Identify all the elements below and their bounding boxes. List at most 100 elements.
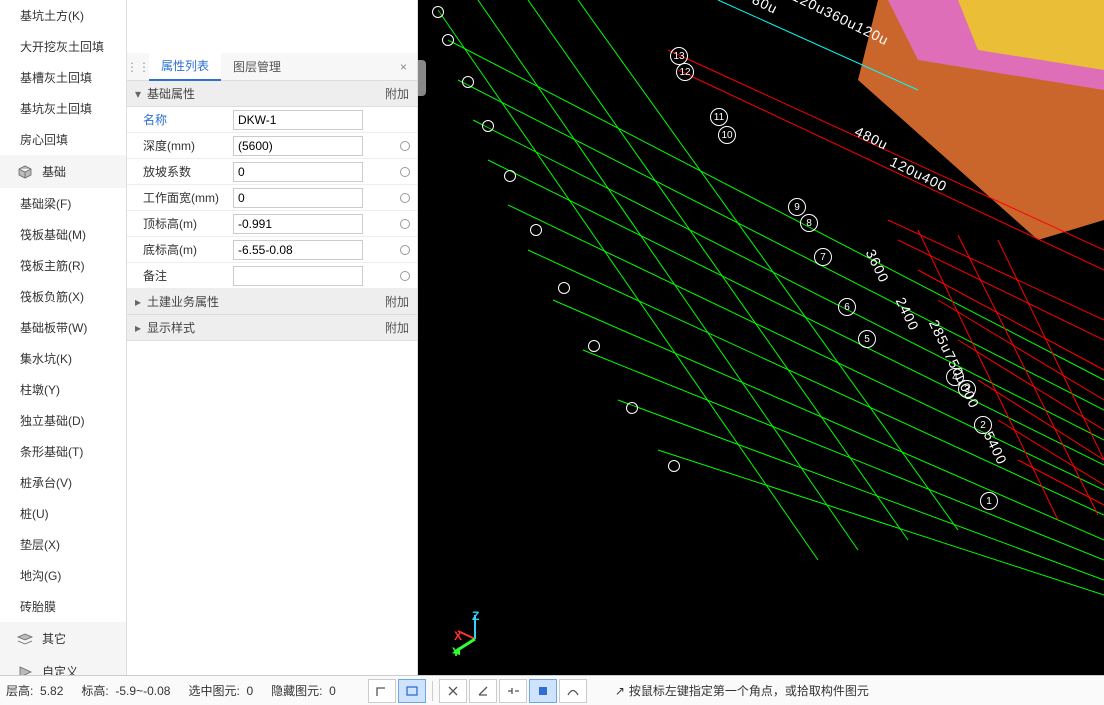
- sidebar-item[interactable]: 基坑土方(K): [0, 0, 126, 31]
- sidebar-item[interactable]: 条形基础(T): [0, 436, 126, 467]
- grid-bubble-small: [462, 76, 474, 88]
- sidebar-item[interactable]: 基础板带(W): [0, 312, 126, 343]
- sidebar-item[interactable]: 集水坑(K): [0, 343, 126, 374]
- expand-icon[interactable]: ↗: [615, 684, 625, 698]
- section-extra[interactable]: 附加: [385, 85, 409, 102]
- radio-icon[interactable]: [400, 193, 410, 203]
- section-title: 显示样式: [147, 319, 195, 336]
- grid-bubble: 7: [814, 248, 832, 266]
- radio-icon[interactable]: [400, 167, 410, 177]
- section-title: 土建业务属性: [147, 293, 219, 310]
- prop-row-botel: 底标高(m): [127, 237, 417, 263]
- grip-icon[interactable]: ⋮⋮: [127, 60, 149, 74]
- close-icon[interactable]: ×: [390, 60, 417, 74]
- prop-label: 深度(mm): [127, 137, 227, 154]
- axis-y-label: Y: [452, 645, 460, 659]
- tool-rect-icon[interactable]: [398, 679, 426, 703]
- status-label: 层高:: [6, 684, 33, 698]
- section-biz-attrs[interactable]: ▸ 土建业务属性 附加: [127, 289, 417, 315]
- prop-input-workwidth[interactable]: [233, 188, 363, 208]
- status-value: 0: [329, 684, 336, 698]
- grid-bubble: 12: [676, 63, 694, 81]
- sidebar-category-foundation[interactable]: 基础: [0, 155, 126, 188]
- grid-bubble-small: [504, 170, 516, 182]
- tool-x-icon[interactable]: [439, 679, 467, 703]
- sidebar-item[interactable]: 基槽灰土回填: [0, 62, 126, 93]
- grid-bubble: 1: [980, 492, 998, 510]
- status-label: 标高:: [81, 684, 108, 698]
- viewport-3d[interactable]: 13 12 11 10 9 8 7 6 5 4 3 2 1 80u: [418, 0, 1104, 675]
- chevron-down-icon: ▾: [135, 87, 147, 101]
- radio-icon[interactable]: [400, 141, 410, 151]
- command-prompt: ↗ 按鼠标左键指定第一个角点，或拾取构件图元: [615, 682, 869, 699]
- grid-bubble: 10: [718, 126, 736, 144]
- viewport-canvas: [418, 0, 1104, 675]
- sidebar-category-label: 基础: [42, 163, 66, 180]
- grid-bubble: 11: [710, 108, 728, 126]
- grid-bubble-small: [588, 340, 600, 352]
- prop-input-slope[interactable]: [233, 162, 363, 182]
- sidebar-item[interactable]: 桩承台(V): [0, 467, 126, 498]
- sidebar-item[interactable]: 大开挖灰土回填: [0, 31, 126, 62]
- sidebar-item[interactable]: 桩(U): [0, 498, 126, 529]
- sidebar-item[interactable]: 基坑灰土回填: [0, 93, 126, 124]
- prop-label: 顶标高(m): [127, 215, 227, 232]
- chevron-right-icon: ▸: [135, 295, 147, 309]
- radio-icon[interactable]: [400, 245, 410, 255]
- panel-tabs: ⋮⋮ 属性列表 图层管理 ×: [127, 53, 417, 81]
- sidebar-item[interactable]: 筏板基础(M): [0, 219, 126, 250]
- prop-label: 备注: [127, 267, 227, 284]
- prop-input-depth[interactable]: [233, 136, 363, 156]
- section-display[interactable]: ▸ 显示样式 附加: [127, 315, 417, 341]
- radio-icon[interactable]: [400, 219, 410, 229]
- prop-label: 底标高(m): [127, 241, 227, 258]
- sidebar-category-custom[interactable]: 自定义: [0, 655, 126, 675]
- grid-bubble: 9: [788, 198, 806, 216]
- tool-angle-icon[interactable]: [469, 679, 497, 703]
- sidebar-item[interactable]: 垫层(X): [0, 529, 126, 560]
- section-title: 基础属性: [147, 85, 195, 102]
- status-label: 选中图元:: [188, 684, 239, 698]
- prop-row-name: 名称: [127, 107, 417, 133]
- sidebar-item[interactable]: 房心回填: [0, 124, 126, 155]
- grid-bubble: 3: [958, 380, 976, 398]
- sidebar-item[interactable]: 筏板主筋(R): [0, 250, 126, 281]
- axis-gizmo[interactable]: Z X Y: [450, 609, 500, 659]
- tab-layers[interactable]: 图层管理: [221, 53, 293, 81]
- prop-label: 放坡系数: [127, 163, 227, 180]
- axis-z-label: Z: [472, 609, 479, 623]
- prop-input-botel[interactable]: [233, 240, 363, 260]
- sidebar-category-other[interactable]: 其它: [0, 622, 126, 655]
- prop-row-topel: 顶标高(m): [127, 211, 417, 237]
- sidebar-item[interactable]: 柱墩(Y): [0, 374, 126, 405]
- sidebar-category-label: 其它: [42, 630, 66, 647]
- section-extra[interactable]: 附加: [385, 319, 409, 336]
- prop-input-name[interactable]: [233, 110, 363, 130]
- sidebar-category-label: 自定义: [42, 663, 78, 675]
- chevron-right-icon: ▸: [135, 321, 147, 335]
- section-extra[interactable]: 附加: [385, 293, 409, 310]
- tool-curve-icon[interactable]: [559, 679, 587, 703]
- radio-icon[interactable]: [400, 271, 410, 281]
- sidebar-item[interactable]: 筏板负筋(X): [0, 281, 126, 312]
- status-value: 0: [246, 684, 253, 698]
- prop-input-note[interactable]: [233, 266, 363, 286]
- grid-bubble-small: [530, 224, 542, 236]
- tool-snap-icon[interactable]: [499, 679, 527, 703]
- sidebar-item[interactable]: 地沟(G): [0, 560, 126, 591]
- grid-bubble-small: [626, 402, 638, 414]
- tool-corner-icon[interactable]: [368, 679, 396, 703]
- sidebar-item[interactable]: 基础梁(F): [0, 188, 126, 219]
- sidebar-item[interactable]: 独立基础(D): [0, 405, 126, 436]
- prop-row-workwidth: 工作面宽(mm): [127, 185, 417, 211]
- status-value: -5.9~-0.08: [115, 684, 170, 698]
- sidebar-item[interactable]: 砖胎膜: [0, 591, 126, 622]
- axis-x-label: X: [454, 629, 462, 643]
- tool-fill-icon[interactable]: [529, 679, 557, 703]
- left-sidebar: 基坑土方(K) 大开挖灰土回填 基槽灰土回填 基坑灰土回填 房心回填 基础 基础…: [0, 0, 127, 675]
- tab-attributes[interactable]: 属性列表: [149, 53, 221, 81]
- section-base-attrs[interactable]: ▾ 基础属性 附加: [127, 81, 417, 107]
- prop-input-topel[interactable]: [233, 214, 363, 234]
- grid-bubble-small: [558, 282, 570, 294]
- grid-bubble: 2: [974, 416, 992, 434]
